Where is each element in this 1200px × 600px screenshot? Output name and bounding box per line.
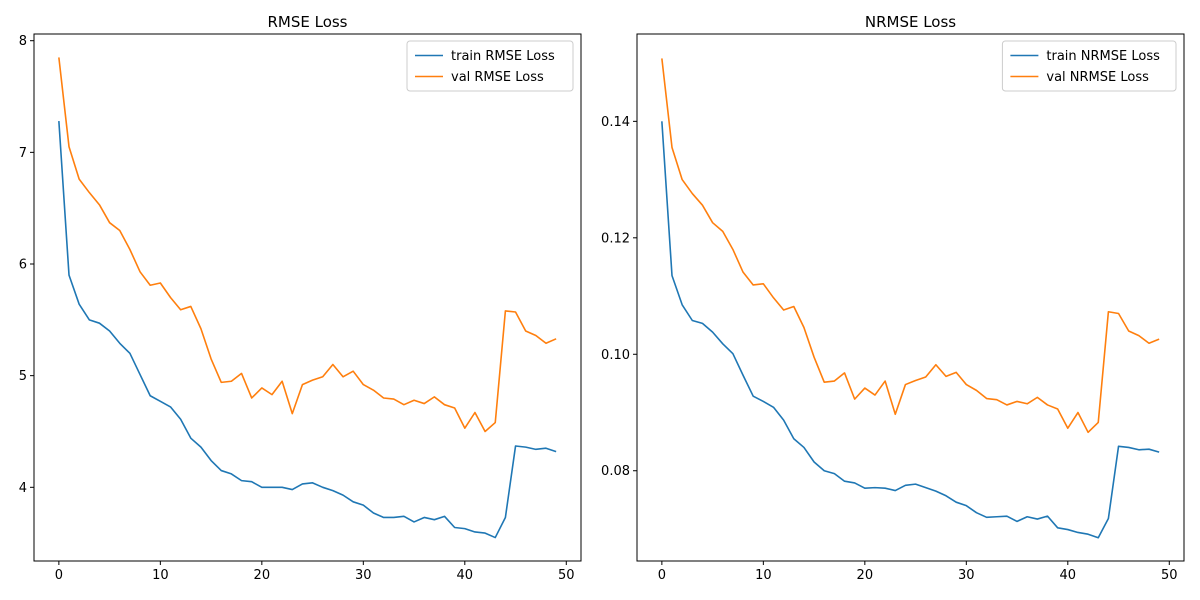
rmse-legend: train RMSE Loss val RMSE Loss <box>406 40 574 92</box>
rmse-legend-val-label: val RMSE Loss <box>451 70 544 85</box>
nrmse-x-tick-label: 0 <box>658 568 666 583</box>
rmse-legend-box <box>406 40 574 92</box>
nrmse-y-tick-label: 0.08 <box>601 464 630 479</box>
rmse-x-tick-label: 20 <box>254 568 271 583</box>
nrmse-legend-box <box>1001 40 1177 92</box>
nrmse-val-line <box>661 58 1160 434</box>
rmse-x-tick-label: 0 <box>55 568 63 583</box>
rmse-x-tick-label: 50 <box>558 568 575 583</box>
nrmse-x-tick-label: 40 <box>1060 568 1077 583</box>
nrmse-legend: train NRMSE Loss val NRMSE Loss <box>1001 40 1177 92</box>
rmse-y-tick-label: 4 <box>19 481 27 496</box>
nrmse-legend-val-label: val NRMSE Loss <box>1046 70 1149 85</box>
rmse-plot-area: 0 10 20 30 40 50 4 5 6 7 8 <box>19 34 575 583</box>
rmse-y-tick-label: 6 <box>19 258 27 273</box>
nrmse-x-tick-label: 10 <box>755 568 772 583</box>
nrmse-y-tick-label: 0.10 <box>601 348 630 363</box>
rmse-val-line <box>58 57 557 433</box>
nrmse-x-tick-label: 50 <box>1161 568 1178 583</box>
rmse-axes-frame <box>33 33 582 562</box>
nrmse-axes-frame <box>636 33 1185 562</box>
nrmse-loss-chart: NRMSE Loss 0 10 20 30 40 50 0.08 0.10 0.12 0.14 t… <box>601 13 1185 583</box>
rmse-y-tick-label: 5 <box>19 369 27 384</box>
nrmse-train-line <box>661 121 1160 539</box>
nrmse-x-tick-label: 30 <box>958 568 975 583</box>
rmse-x-tick-label: 30 <box>355 568 372 583</box>
rmse-chart-title: RMSE Loss <box>267 13 347 31</box>
rmse-legend-train-label: train RMSE Loss <box>451 49 555 64</box>
rmse-x-tick-label: 40 <box>457 568 474 583</box>
rmse-train-line <box>58 121 557 539</box>
nrmse-x-tick-label: 20 <box>857 568 874 583</box>
rmse-y-tick-label: 7 <box>19 146 27 161</box>
nrmse-plot-area: 0 10 20 30 40 50 0.08 0.10 0.12 0.14 <box>601 58 1178 583</box>
rmse-y-tick-label: 8 <box>19 34 27 49</box>
nrmse-chart-title: NRMSE Loss <box>865 13 956 31</box>
nrmse-y-tick-label: 0.14 <box>601 115 630 130</box>
nrmse-y-tick-label: 0.12 <box>601 231 630 246</box>
rmse-loss-chart: RMSE Loss 0 10 20 30 40 50 4 5 6 7 8 train RMSE Lo… <box>19 13 582 583</box>
rmse-x-tick-label: 10 <box>152 568 169 583</box>
nrmse-legend-train-label: train NRMSE Loss <box>1046 49 1160 64</box>
